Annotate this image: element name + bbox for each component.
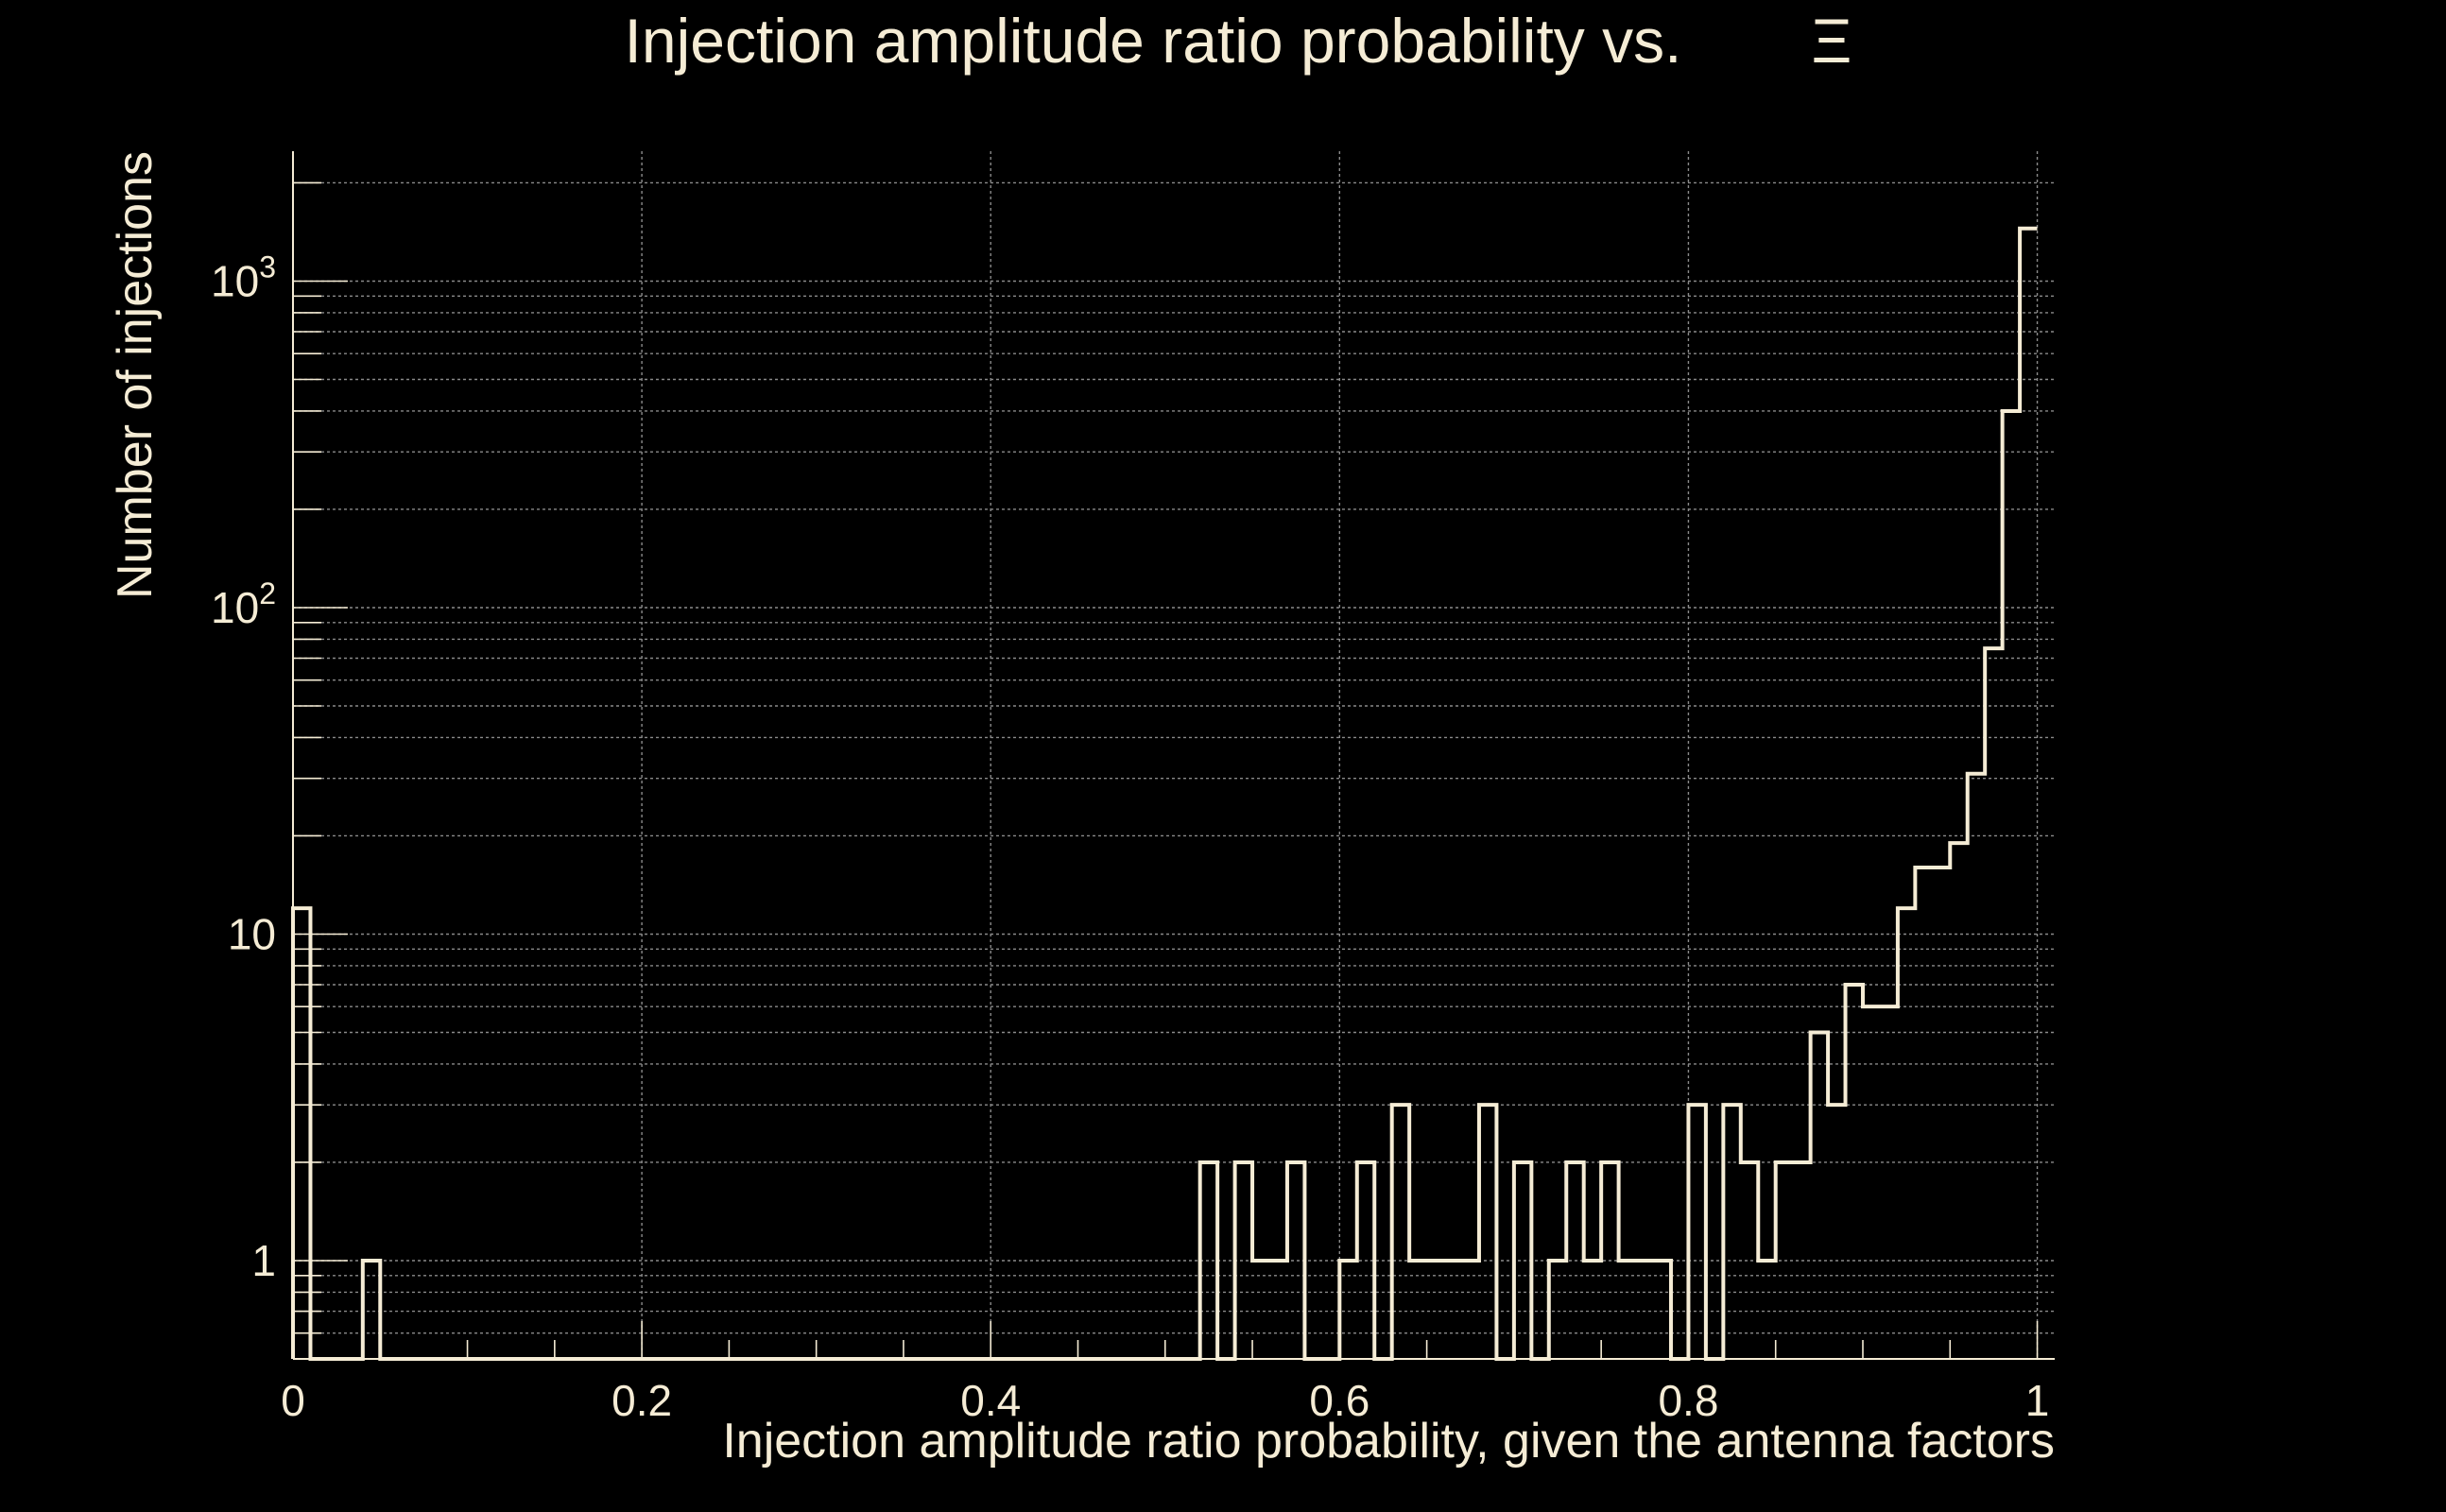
y-tick-label: 103	[211, 249, 276, 305]
chart-title-symbol: Ξ	[1812, 6, 1852, 76]
x-tick-label: 0.2	[612, 1376, 672, 1425]
y-tick-label: 102	[211, 576, 276, 632]
grid	[292, 151, 2055, 1360]
x-tick-label: 1	[2025, 1376, 2050, 1425]
histogram-outline	[291, 226, 2038, 1361]
x-axis-label: Injection amplitude ratio probability, g…	[722, 1414, 2055, 1469]
tick-labels: 0 0.2 0.4 0.6 0.8 1 1 10 102 103	[211, 249, 2049, 1425]
x-tick-label: 0.6	[1309, 1376, 1369, 1425]
y-tick-label: 10	[228, 909, 276, 958]
histogram-series	[291, 226, 2038, 1361]
x-tick-label: 0.4	[960, 1376, 1021, 1425]
x-tick-label: 0	[281, 1376, 305, 1425]
chart-title: Injection amplitude ratio probability vs…	[625, 6, 1682, 76]
y-axis-label: Number of injections	[108, 151, 163, 599]
y-tick-label: 1	[251, 1236, 276, 1285]
x-tick-label: 0.8	[1658, 1376, 1718, 1425]
